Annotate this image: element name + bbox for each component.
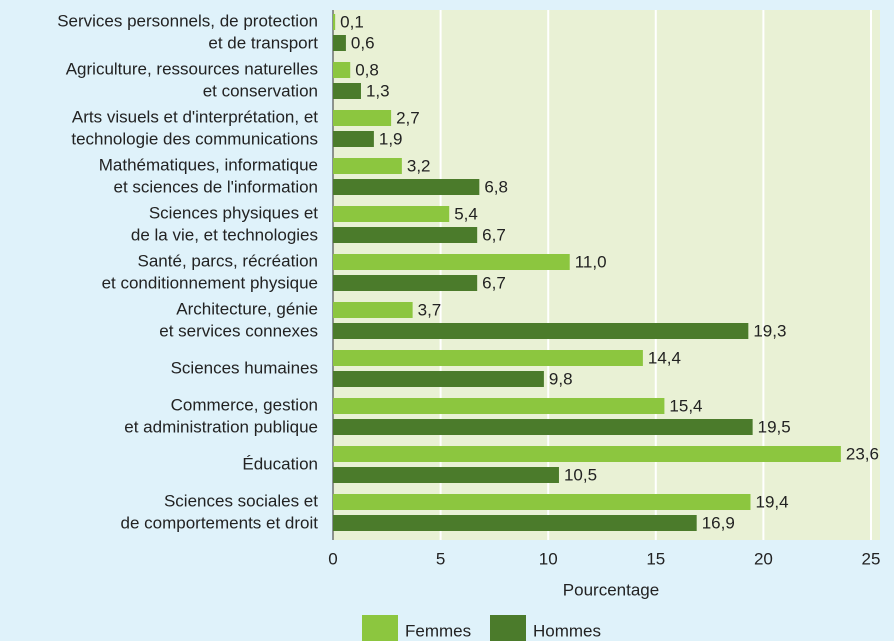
- bar: [333, 131, 374, 147]
- category-label: Agriculture, ressources naturelles: [66, 59, 318, 78]
- value-label: 19,3: [753, 321, 786, 340]
- x-tick-label: 20: [754, 549, 773, 568]
- x-axis-label: Pourcentage: [563, 580, 659, 599]
- value-label: 1,3: [366, 81, 390, 100]
- category-label: Architecture, génie: [176, 299, 318, 318]
- bar: [333, 371, 544, 387]
- bar: [333, 323, 749, 339]
- value-label: 23,6: [846, 444, 879, 463]
- category-label: Commerce, gestion: [171, 395, 318, 414]
- category-label: et services connexes: [159, 321, 318, 340]
- value-label: 19,4: [755, 492, 788, 511]
- value-label: 14,4: [648, 348, 681, 367]
- category-label: et conservation: [203, 81, 318, 100]
- bar: [333, 62, 351, 78]
- category-label: Éducation: [242, 454, 318, 473]
- bar: [333, 35, 346, 51]
- x-tick-label: 25: [862, 549, 881, 568]
- bar: [333, 515, 697, 531]
- bar: [333, 227, 478, 243]
- x-tick-label: 0: [328, 549, 337, 568]
- value-label: 3,2: [407, 156, 431, 175]
- category-label: Mathématiques, informatique: [99, 155, 318, 174]
- bar: [333, 467, 559, 483]
- bar: [333, 14, 336, 30]
- bar: [333, 302, 413, 318]
- category-label: et sciences de l'information: [113, 177, 318, 196]
- bar: [333, 179, 480, 195]
- value-label: 3,7: [418, 300, 442, 319]
- category-label: de la vie, et technologies: [131, 225, 318, 244]
- value-label: 11,0: [575, 252, 607, 271]
- value-label: 2,7: [396, 108, 420, 127]
- value-label: 1,9: [379, 129, 403, 148]
- category-label: Sciences sociales et: [164, 491, 318, 510]
- value-label: 0,6: [351, 33, 375, 52]
- category-label: de comportements et droit: [121, 513, 319, 532]
- bar: [333, 275, 478, 291]
- x-tick-label: 10: [539, 549, 558, 568]
- value-label: 0,1: [340, 12, 364, 31]
- value-label: 6,7: [482, 225, 506, 244]
- bar: [333, 158, 402, 174]
- value-label: 16,9: [702, 513, 735, 532]
- bar: [333, 110, 392, 126]
- legend-label: Hommes: [533, 621, 601, 640]
- category-label: et conditionnement physique: [102, 273, 318, 292]
- value-label: 10,5: [564, 465, 597, 484]
- category-label: technologie des communications: [71, 129, 318, 148]
- category-label: Sciences physiques et: [149, 203, 318, 222]
- legend-swatch: [490, 615, 526, 641]
- category-label: et de transport: [208, 33, 318, 52]
- value-label: 5,4: [454, 204, 478, 223]
- legend-swatch: [362, 615, 398, 641]
- category-label: Arts visuels et d'interprétation, et: [72, 107, 318, 126]
- legend-label: Femmes: [405, 621, 471, 640]
- category-label: Sciences humaines: [171, 358, 318, 377]
- bar: [333, 398, 665, 414]
- x-tick-label: 15: [646, 549, 665, 568]
- value-label: 9,8: [549, 369, 573, 388]
- value-label: 6,7: [482, 273, 506, 292]
- bar: [333, 206, 450, 222]
- category-label: et administration publique: [124, 417, 318, 436]
- bar: [333, 446, 841, 462]
- category-label: Santé, parcs, récréation: [138, 251, 318, 270]
- value-label: 0,8: [355, 60, 379, 79]
- value-label: 6,8: [484, 177, 508, 196]
- x-tick-label: 5: [436, 549, 445, 568]
- bar: [333, 350, 643, 366]
- bar: [333, 494, 751, 510]
- category-label: Services personnels, de protection: [57, 11, 318, 30]
- bar: [333, 419, 753, 435]
- value-label: 15,4: [669, 396, 702, 415]
- bar: [333, 83, 361, 99]
- value-label: 19,5: [758, 417, 791, 436]
- bar: [333, 254, 570, 270]
